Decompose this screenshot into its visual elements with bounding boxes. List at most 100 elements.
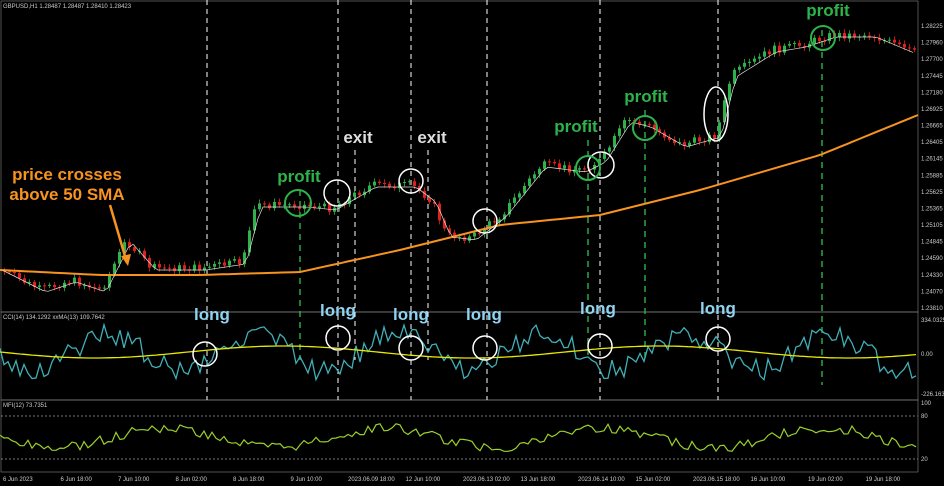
- candle: [758, 56, 761, 59]
- candle: [813, 37, 816, 44]
- candle: [708, 134, 711, 143]
- mfi-header: MFI(12) 73.7351: [3, 403, 48, 409]
- note-line: price crosses: [12, 165, 122, 184]
- candle: [513, 197, 516, 203]
- candle: [133, 247, 136, 251]
- candle: [443, 220, 446, 229]
- candle: [83, 285, 86, 287]
- cci-line: [0, 322, 917, 382]
- arrow: [108, 204, 129, 264]
- cci-label: 334.0325: [921, 318, 944, 324]
- candle: [293, 204, 296, 208]
- candle: [178, 265, 181, 272]
- candle: [403, 182, 406, 184]
- time-label: 8 Jun 02:00: [176, 477, 208, 483]
- candle: [488, 221, 491, 229]
- price-label: 1.27445: [921, 74, 943, 80]
- candle: [613, 135, 616, 148]
- price-label: 1.26145: [921, 157, 943, 163]
- candle: [583, 168, 586, 170]
- candle: [213, 263, 216, 267]
- candle: [53, 284, 56, 288]
- candle: [438, 203, 441, 221]
- candle: [843, 32, 846, 39]
- candle: [433, 202, 436, 204]
- candle: [93, 287, 96, 289]
- candle: [123, 242, 126, 252]
- exit-labels: exit exit: [343, 128, 447, 147]
- candle: [573, 169, 576, 173]
- profit: profit: [554, 117, 598, 136]
- candle: [328, 203, 331, 212]
- candle: [848, 33, 851, 39]
- candle: [868, 35, 871, 38]
- candle: [493, 221, 496, 223]
- price-label: 1.25105: [921, 223, 943, 229]
- candle: [78, 277, 81, 286]
- time-label: 19 Jun 02:00: [808, 477, 843, 483]
- candle: [593, 164, 596, 170]
- sma-note: price crosses above 50 SMA: [9, 165, 124, 204]
- time-label: 2023.06.15 18:00: [693, 477, 740, 483]
- candle: [253, 209, 256, 231]
- candle: [158, 264, 161, 268]
- candle: [228, 260, 231, 266]
- candle: [743, 62, 746, 67]
- candle: [318, 206, 321, 209]
- candle: [648, 124, 651, 126]
- candle: [658, 129, 661, 133]
- long: long: [466, 305, 502, 324]
- time-label: 9 Jun 10:00: [291, 477, 323, 483]
- candle: [803, 45, 806, 48]
- arrowhead: [121, 254, 131, 266]
- candle: [313, 206, 316, 209]
- candle: [558, 163, 561, 169]
- candle: [683, 142, 686, 146]
- candle: [643, 124, 646, 126]
- candle: [688, 142, 691, 146]
- candle: [563, 165, 566, 169]
- candle: [623, 120, 626, 129]
- time-label: 7 Jun 10:00: [118, 477, 150, 483]
- candle: [268, 204, 271, 209]
- candle: [798, 42, 801, 46]
- candle: [898, 42, 901, 45]
- candle: [48, 284, 51, 286]
- time-label: 15 Jun 02:00: [636, 477, 671, 483]
- candle: [773, 45, 776, 55]
- cci-label: -226.1636: [921, 392, 944, 398]
- candle: [698, 137, 701, 142]
- candle: [503, 214, 506, 220]
- candle: [523, 185, 526, 194]
- candle: [718, 122, 721, 139]
- candle: [763, 51, 766, 57]
- candle: [223, 262, 226, 266]
- candle: [893, 39, 896, 43]
- price-label: 1.24070: [921, 289, 943, 295]
- candle: [723, 100, 726, 123]
- profit: profit: [806, 1, 850, 20]
- candle: [408, 181, 411, 183]
- price-label: 1.27180: [921, 90, 943, 96]
- candle: [153, 264, 156, 268]
- candle: [143, 250, 146, 258]
- candle: [463, 237, 466, 241]
- candle: [548, 161, 551, 163]
- candle: [373, 181, 376, 186]
- candle: [323, 203, 326, 207]
- candle: [738, 66, 741, 70]
- long: long: [580, 299, 616, 318]
- candle: [128, 242, 131, 248]
- candle: [208, 266, 211, 268]
- exit: exit: [417, 128, 447, 147]
- time-label: 13 Jun 18:00: [521, 477, 556, 483]
- candle: [183, 265, 186, 270]
- candle: [828, 33, 831, 42]
- candle: [483, 228, 486, 234]
- candle: [903, 44, 906, 48]
- time-label: 2023.06.14 10:00: [578, 477, 625, 483]
- exit: exit: [343, 128, 373, 147]
- candle: [473, 232, 476, 237]
- long: long: [393, 305, 429, 324]
- candle: [383, 183, 386, 185]
